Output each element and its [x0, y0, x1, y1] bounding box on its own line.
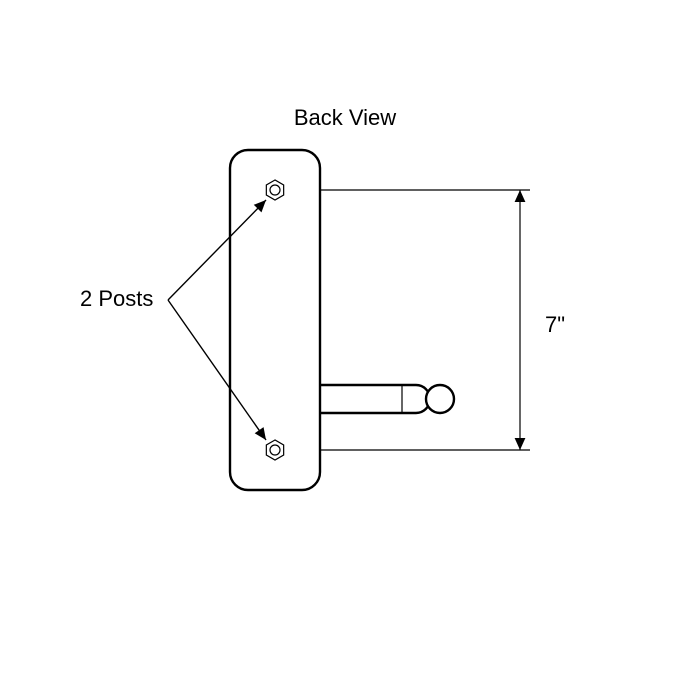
back-plate [230, 150, 320, 490]
handle-endcap [426, 385, 454, 413]
hex-post-bottom [266, 440, 283, 460]
hex-outer [266, 440, 283, 460]
dimension-label: 7" [545, 312, 565, 337]
callout-label: 2 Posts [80, 286, 153, 311]
handle-body [320, 385, 430, 413]
title-label: Back View [294, 105, 396, 130]
hex-post-top [266, 180, 283, 200]
handle [320, 385, 454, 413]
hex-outer [266, 180, 283, 200]
